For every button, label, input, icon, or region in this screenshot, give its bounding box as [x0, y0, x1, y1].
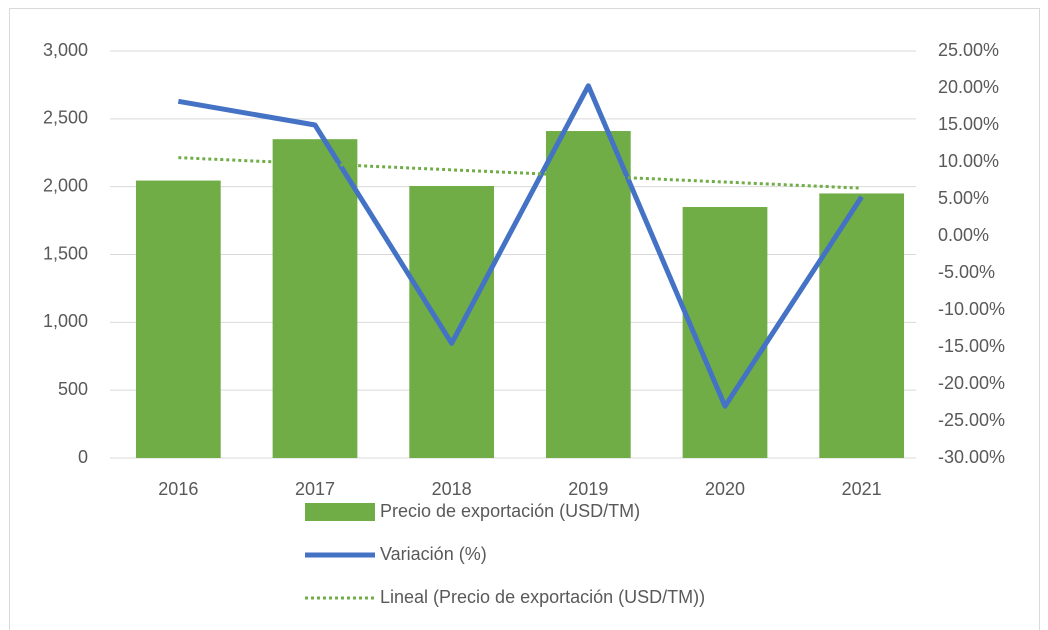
- y2-tick-label: 25.00%: [938, 40, 999, 60]
- line: [177, 83, 864, 409]
- y2-tick-label: -20.00%: [938, 373, 1005, 393]
- x-tick-label: 2019: [568, 479, 608, 499]
- x-tick-label: 2020: [705, 479, 745, 499]
- bar: [272, 139, 358, 458]
- y2-tick-label: 15.00%: [938, 114, 999, 134]
- y2-tick-label: -10.00%: [938, 299, 1005, 319]
- y-tick-label: 2,000: [43, 175, 88, 195]
- x-tick-label: 2016: [158, 479, 198, 499]
- y2-tick-label: -5.00%: [938, 262, 995, 282]
- x-tick-label: 2018: [432, 479, 472, 499]
- legend-label: Precio de exportación (USD/TM): [380, 501, 640, 521]
- trend-line: [178, 156, 862, 190]
- y2-tick-label: -25.00%: [938, 410, 1005, 430]
- y-tick-label: 2,500: [43, 108, 88, 128]
- legend-label: Variación (%): [380, 544, 487, 564]
- y2-tick-label: 20.00%: [938, 77, 999, 97]
- legend-swatch: [305, 503, 375, 521]
- x-tick-label: 2021: [842, 479, 882, 499]
- y-tick-label: 1,500: [43, 243, 88, 263]
- y2-tick-label: 0.00%: [938, 225, 989, 245]
- y2-tick-label: 5.00%: [938, 188, 989, 208]
- y-tick-label: 1,000: [43, 311, 88, 331]
- chart-border: [9, 8, 1040, 630]
- bar: [682, 207, 768, 458]
- legend-label: Lineal (Precio de exportación (USD/TM)): [380, 587, 705, 607]
- y-tick-label: 3,000: [43, 40, 88, 60]
- bar: [545, 131, 631, 458]
- bar: [409, 185, 495, 458]
- y2-tick-label: -15.00%: [938, 336, 1005, 356]
- y-tick-label: 0: [78, 447, 88, 467]
- y2-tick-label: 10.00%: [938, 151, 999, 171]
- y-tick-label: 500: [58, 379, 88, 399]
- bar: [819, 193, 905, 458]
- bar: [135, 180, 221, 459]
- x-tick-label: 2017: [295, 479, 335, 499]
- y2-tick-label: -30.00%: [938, 447, 1005, 467]
